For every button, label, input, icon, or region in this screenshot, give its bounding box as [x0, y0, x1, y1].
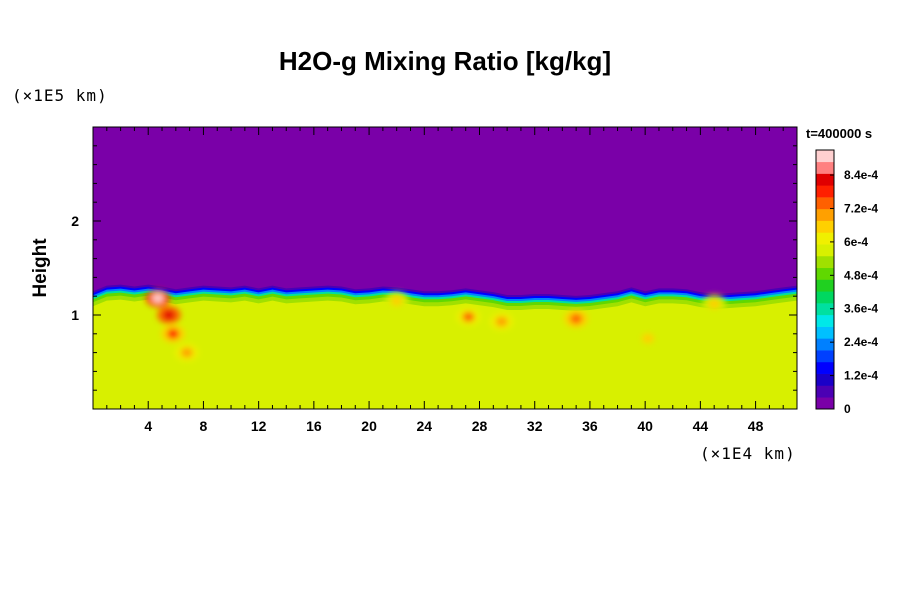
field-feature-core: [151, 293, 164, 304]
x-tick-label: 32: [527, 418, 543, 434]
colorbar-segment: [816, 255, 834, 269]
field-feature-core: [390, 295, 403, 306]
x-tick-label: 28: [472, 418, 488, 434]
y-tick-label: 1: [71, 307, 79, 323]
field-feature-core: [162, 310, 175, 320]
x-tick-label: 40: [637, 418, 653, 434]
y-axis-unit-label: (×1E5 km): [12, 86, 108, 105]
field-feature-core: [180, 347, 193, 358]
colorbar-segment: [816, 173, 834, 186]
field-feature-core: [708, 298, 721, 309]
colorbar-segment: [816, 208, 834, 221]
x-tick-label: 48: [748, 418, 764, 434]
field-feature-core: [462, 311, 475, 322]
x-axis-unit-label: (×1E4 km): [700, 444, 796, 463]
colorbar-segment: [816, 314, 834, 327]
colorbar-tick-label: 7.2e-4: [844, 201, 878, 215]
colorbar-segment: [816, 397, 834, 410]
field-upper-layer: [93, 127, 797, 296]
colorbar-tick-label: 0: [844, 402, 851, 416]
x-tick-label: 16: [306, 418, 322, 434]
plot-area: [93, 127, 797, 409]
x-tick-label: 12: [251, 418, 267, 434]
colorbar-segment: [816, 197, 834, 210]
colorbar-segment: [816, 373, 834, 386]
x-tick-label: 44: [693, 418, 709, 434]
colorbar: 0 1.2e-4 2.4e-4 3.6e-4 4.8e-4 6e-4 7.2e-4 8.4e-…: [815, 149, 878, 416]
colorbar-segment: [816, 150, 834, 163]
colorbar-tick-label: 8.4e-4: [844, 168, 878, 182]
chart-title: H2O-g Mixing Ratio [kg/kg]: [278, 46, 612, 76]
colorbar-tick-label: 3.6e-4: [844, 302, 878, 316]
x-tick-label: 4: [144, 418, 152, 434]
field-feature-core: [570, 313, 583, 324]
x-tick-label: 36: [582, 418, 598, 434]
colorbar-segment: [816, 361, 834, 374]
field-feature-core: [495, 316, 508, 327]
x-tick-label: 20: [361, 418, 377, 434]
colorbar-segment: [816, 326, 834, 339]
field-feature-core: [641, 333, 654, 344]
colorbar-segment: [816, 267, 834, 280]
x-tick-label: 8: [200, 418, 208, 434]
colorbar-tick-label: 2.4e-4: [844, 335, 878, 349]
colorbar-tick-label: 6e-4: [844, 235, 868, 249]
field-feature-core: [167, 328, 180, 339]
colorbar-segment: [816, 244, 834, 257]
x-tick-label: 24: [417, 418, 433, 434]
colorbar-tick-label: 1.2e-4: [844, 369, 878, 383]
colorbar-segment: [816, 185, 834, 198]
colorbar-segment: [816, 161, 834, 174]
colorbar-frame: [815, 149, 835, 410]
colorbar-segment: [816, 279, 834, 292]
colorbar-segment: [816, 220, 834, 233]
colorbar-segment: [816, 350, 834, 363]
colorbar-tick-label: 4.8e-4: [844, 268, 878, 282]
colorbar-segment: [816, 303, 834, 316]
colorbar-segment: [816, 338, 834, 351]
y-tick-label: 2: [71, 213, 79, 229]
plot-frame: [92, 126, 798, 410]
time-label: t=400000 s: [806, 126, 873, 141]
colorbar-segment: [816, 291, 834, 304]
colorbar-segment: [816, 385, 834, 398]
colorbar-segment: [816, 232, 834, 245]
